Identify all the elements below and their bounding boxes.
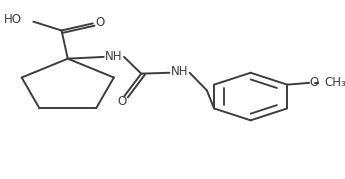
Text: NH: NH — [105, 50, 122, 62]
Text: CH₃: CH₃ — [324, 76, 345, 89]
Text: O: O — [95, 16, 104, 29]
Text: O: O — [118, 95, 127, 108]
Text: O: O — [309, 76, 318, 88]
Text: HO: HO — [3, 13, 21, 26]
Text: NH: NH — [171, 65, 188, 78]
